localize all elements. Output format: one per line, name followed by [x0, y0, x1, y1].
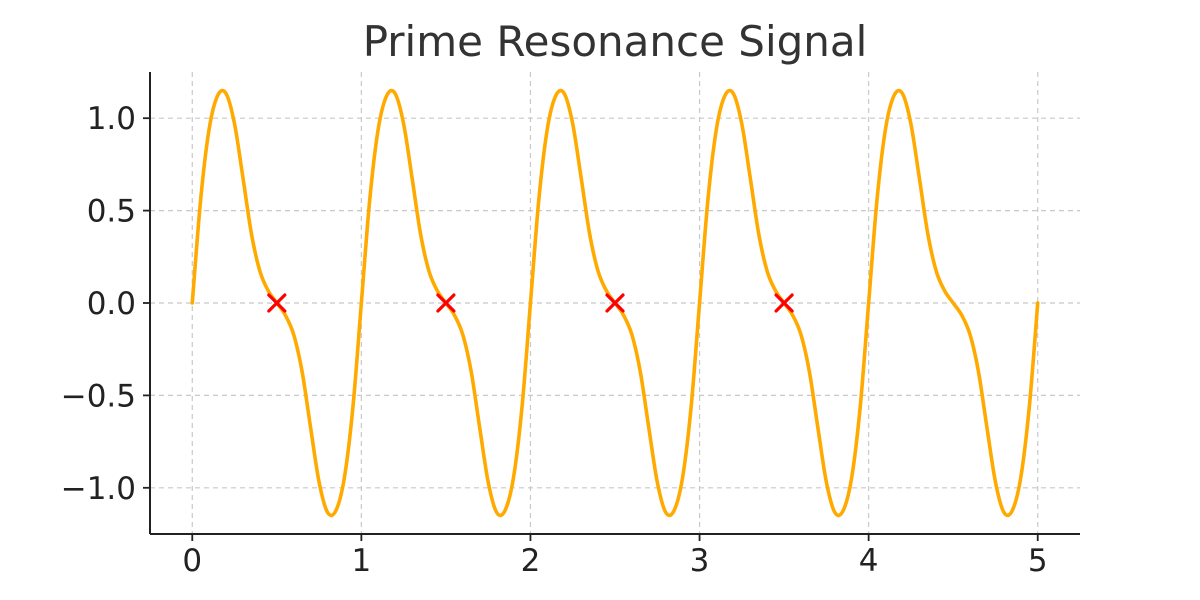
x-marker [436, 293, 456, 313]
ticks: 0 1 2 3 4 5 1.0 0.5 0.0 −0.5 −1.0 [61, 101, 1048, 579]
y-tick-label: −0.5 [61, 378, 136, 414]
x-marker [267, 293, 287, 313]
x-tick-label: 3 [690, 543, 710, 579]
y-tick-label: 0.0 [87, 286, 136, 322]
x-tick-label: 1 [351, 543, 371, 579]
x-marker [774, 293, 794, 313]
x-tick-label: 0 [182, 543, 202, 579]
x-tick-label: 4 [859, 543, 879, 579]
x-marker [605, 293, 625, 313]
markers [267, 293, 794, 313]
y-tick-label: 0.5 [87, 194, 136, 230]
y-tick-label: −1.0 [61, 471, 136, 507]
x-tick-label: 2 [521, 543, 541, 579]
x-tick-label: 5 [1028, 543, 1048, 579]
chart-title: Prime Resonance Signal [363, 17, 868, 66]
y-tick-label: 1.0 [87, 101, 136, 137]
